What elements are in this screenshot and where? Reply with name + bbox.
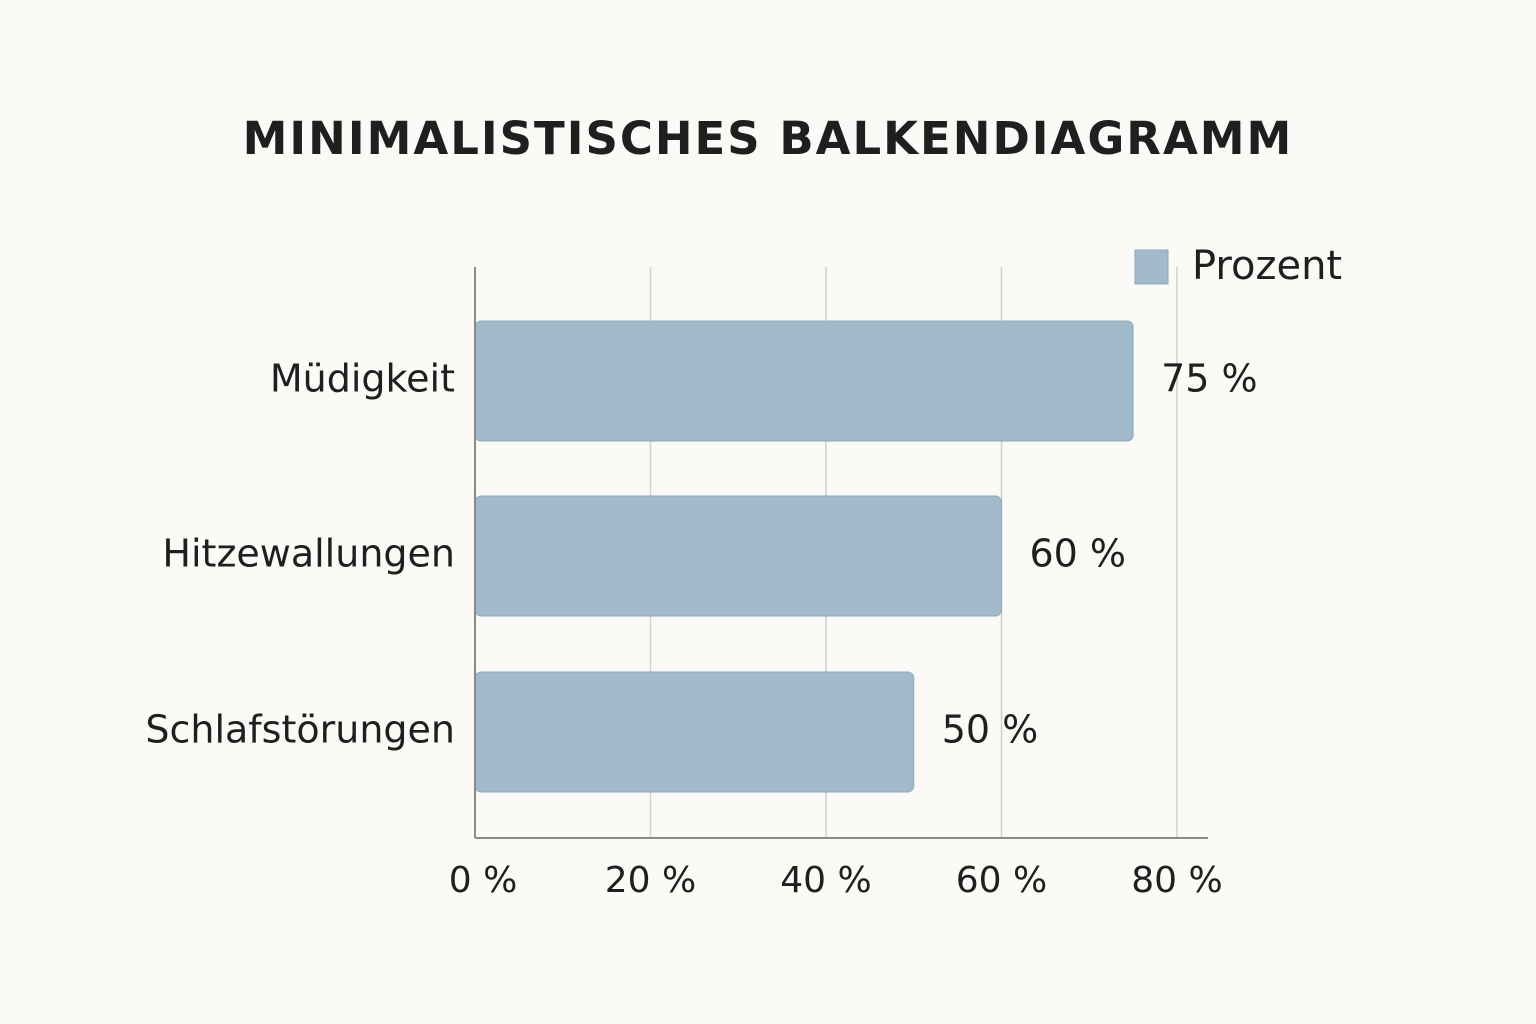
x-tick-label-4: 80 %	[1131, 860, 1222, 901]
bar-1	[474, 495, 1002, 617]
legend-swatch	[1134, 249, 1169, 285]
x-tick-label-3: 60 %	[956, 860, 1047, 901]
category-label-2: Schlafstörungen	[145, 708, 455, 752]
axes	[474, 267, 1208, 839]
legend-label: Prozent	[1192, 243, 1342, 289]
chart-title: MINIMALISTISCHES BALKENDIAGRAMM	[242, 112, 1294, 165]
x-tick-label-0: 0 %	[449, 860, 518, 901]
value-label-1: 60 %	[1030, 532, 1127, 576]
x-tick-label-1: 20 %	[605, 860, 696, 901]
bar-0	[474, 320, 1134, 442]
x-tick-label-2: 40 %	[780, 860, 871, 901]
category-label-0: Müdigkeit	[270, 357, 455, 401]
bars	[474, 320, 1134, 793]
labels: Müdigkeit Hitzewallungen Schlafstörungen 75…	[145, 357, 1257, 902]
bar-2	[474, 671, 915, 793]
legend: Prozent	[1134, 243, 1342, 289]
value-label-2: 50 %	[942, 708, 1039, 752]
category-label-1: Hitzewallungen	[162, 532, 455, 576]
value-label-0: 75 %	[1161, 357, 1258, 401]
